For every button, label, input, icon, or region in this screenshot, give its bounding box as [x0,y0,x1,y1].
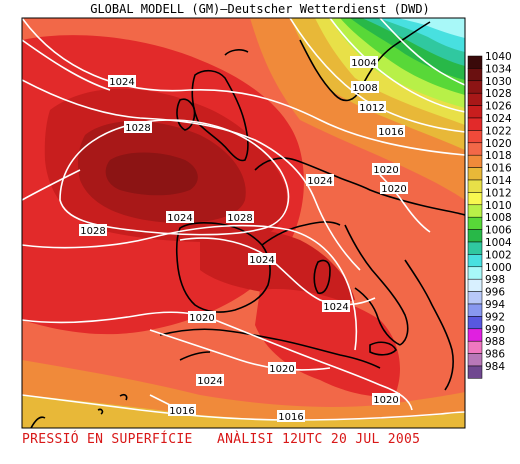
svg-text:1020: 1020 [373,395,398,406]
svg-text:1024: 1024 [197,376,222,387]
isobar-label: 1020 [188,311,216,324]
legend-label: 1026 [485,101,512,113]
legend-swatch [467,291,483,305]
legend-swatch [467,55,483,69]
legend-label: 1028 [485,88,512,100]
svg-text:1008: 1008 [352,83,377,94]
isobar-label: 1024 [166,211,194,224]
legend-label: 992 [485,311,505,323]
legend-label: 1002 [485,249,512,261]
isobar-label: 1024 [322,300,350,313]
isobar-label: 1016 [168,404,196,417]
isobar-label: 1020 [380,182,408,195]
isobar-label: 1020 [372,163,400,176]
svg-text:1028: 1028 [125,123,150,134]
svg-text:1024: 1024 [307,176,332,187]
svg-text:1024: 1024 [323,302,348,313]
legend-label: 1034 [485,63,512,75]
svg-text:1016: 1016 [278,412,303,423]
legend-swatch [467,204,483,218]
svg-text:1028: 1028 [227,213,252,224]
legend-swatch [467,142,483,156]
legend-swatch [467,167,483,181]
svg-text:1020: 1020 [381,184,406,195]
map-caption: PRESSIÓ EN SUPERFÍCIE ANÀLISI 12UTC 20 J… [22,432,421,447]
legend-swatch [467,340,483,354]
legend-label: 1018 [485,150,512,162]
svg-text:1020: 1020 [373,165,398,176]
coastlines [30,21,465,428]
legend-swatch [467,92,483,106]
legend-swatch [467,278,483,292]
isobar-label: 1004 [350,56,378,69]
legend-label: 1006 [485,225,512,237]
isobar-label: 1024 [108,75,136,88]
svg-text:1020: 1020 [189,313,214,324]
legend-swatch [467,130,483,144]
legend-label: 1008 [485,212,512,224]
svg-text:1020: 1020 [269,364,294,375]
legend-label: 1010 [485,200,512,212]
svg-text:1012: 1012 [359,103,384,114]
isobar-label: 1024 [196,374,224,387]
legend-swatch [467,353,483,367]
legend-swatch [467,229,483,243]
legend-label: 998 [485,274,505,286]
isobar-label: 1016 [377,125,405,138]
svg-text:1024: 1024 [167,213,192,224]
legend-label: 1004 [485,237,512,249]
legend-swatch [467,303,483,317]
isobar-label: 1024 [248,253,276,266]
svg-text:1004: 1004 [351,58,376,69]
legend-swatch [467,105,483,119]
isobar-label: 1020 [372,393,400,406]
legend-label: 994 [485,299,505,311]
legend-swatch [467,117,483,131]
svg-text:1016: 1016 [378,127,403,138]
legend-swatch [467,316,483,330]
legend-label: 1022 [485,125,512,137]
legend-swatch [467,80,483,94]
legend-label: 1000 [485,262,512,274]
legend-swatch [467,192,483,206]
isobar-label: 1024 [306,174,334,187]
legend-label: 1030 [485,76,512,88]
legend-swatch [467,241,483,255]
legend-label: 1012 [485,187,512,199]
legend-label: 1016 [485,163,512,175]
legend-label: 984 [485,361,505,373]
isobar-label: 1008 [351,81,379,94]
svg-text:1024: 1024 [109,77,134,88]
legend-swatch [467,266,483,280]
legend-swatch [467,179,483,193]
pressure-legend: 1040103410301028102610241022102010181016… [467,51,512,379]
legend-swatch [467,68,483,82]
legend-label: 988 [485,336,505,348]
legend-label: 1014 [485,175,512,187]
isobar-label: 1012 [358,101,386,114]
svg-text:1024: 1024 [249,255,274,266]
isobar-label: 1028 [79,224,107,237]
isobar-label: 1028 [124,121,152,134]
svg-text:1028: 1028 [80,226,105,237]
legend-swatch [467,254,483,268]
legend-label: 1024 [485,113,512,125]
legend-swatch [467,154,483,168]
isobar-label: 1028 [226,211,254,224]
legend-swatch [467,365,483,379]
legend-swatch [467,328,483,342]
isobar-labels: 1004 1008 1012 1016 1024 1028 1020 1024 … [79,56,408,423]
isobar-label: 1016 [277,410,305,423]
legend-label: 990 [485,324,505,336]
map-frame [21,17,466,429]
legend-label: 1040 [485,51,512,63]
legend-label: 986 [485,349,505,361]
legend-label: 1020 [485,138,512,150]
legend-swatch [467,216,483,230]
map-title: GLOBAL MODELL (GM)—Deutscher Wetterdiens… [90,2,430,16]
svg-text:1016: 1016 [169,406,194,417]
isobar-label: 1020 [268,362,296,375]
legend-label: 996 [485,287,505,299]
